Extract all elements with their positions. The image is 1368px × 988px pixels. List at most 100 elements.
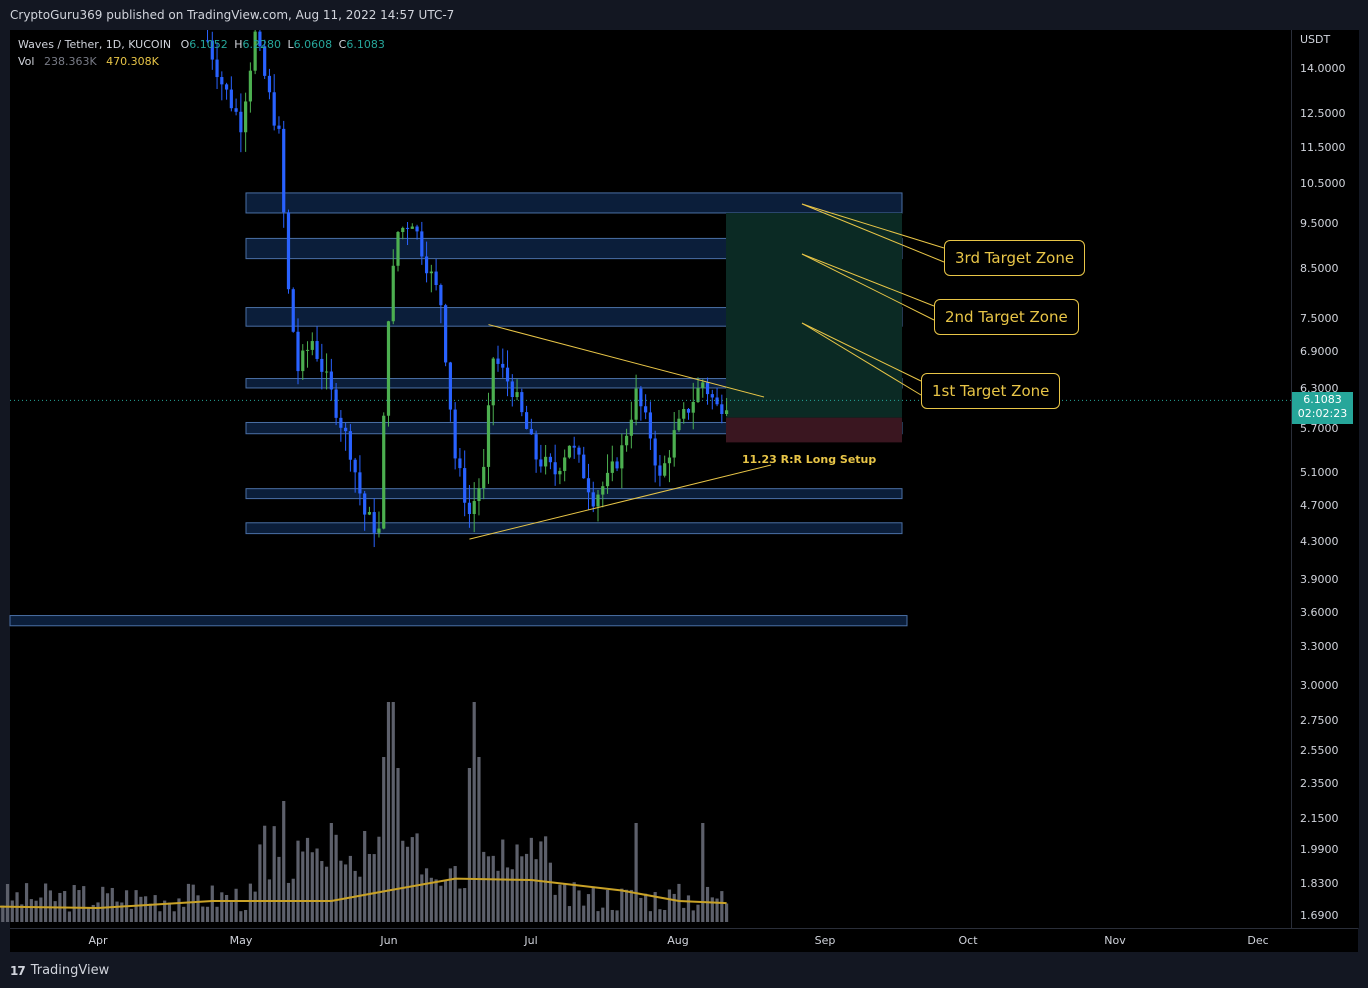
volume-bar xyxy=(272,826,276,922)
close-value: 6.1083 xyxy=(346,38,385,51)
candle-body xyxy=(453,409,457,459)
top-bar: CryptoGuru369 published on TradingView.c… xyxy=(0,0,1368,30)
volume-bar xyxy=(158,911,162,922)
volume-bar xyxy=(258,844,262,922)
volume-bar xyxy=(324,866,329,922)
zone-6 xyxy=(245,488,903,500)
candle-body xyxy=(463,468,467,503)
rr-setup-label[interactable]: 11.23 R:R Long Setup xyxy=(742,453,877,466)
candle-body xyxy=(553,462,557,475)
volume-bar xyxy=(377,836,381,922)
candle-body xyxy=(248,70,252,102)
volume-bar xyxy=(110,887,114,922)
candle-body xyxy=(720,404,724,415)
candle-body xyxy=(629,419,633,436)
volume-bar xyxy=(434,879,438,922)
candle-body xyxy=(305,349,310,351)
volume-bar xyxy=(301,851,305,922)
volume-bar xyxy=(339,860,343,922)
candle-body xyxy=(677,418,681,431)
volume-bar xyxy=(201,906,205,922)
volume-bar xyxy=(424,868,429,922)
volume-bar xyxy=(177,898,181,922)
volume-bar xyxy=(163,900,167,922)
volume-bar xyxy=(29,899,33,922)
zone2-connector-b xyxy=(801,253,935,321)
volume-bar xyxy=(48,890,52,922)
candle-body xyxy=(515,392,519,398)
currency-label[interactable]: USDT xyxy=(1300,33,1331,46)
volume-bar xyxy=(210,885,214,922)
candle-body xyxy=(382,415,386,529)
volume-bar xyxy=(644,893,648,922)
volume-bar xyxy=(667,889,672,922)
candle-body xyxy=(558,470,562,475)
price-tick-label: 3.3000 xyxy=(1300,640,1339,653)
volume-bar xyxy=(305,837,310,922)
zone-1 xyxy=(245,192,903,214)
volume-bar xyxy=(510,869,514,922)
time-axis[interactable] xyxy=(10,928,1358,953)
candle-body xyxy=(624,435,629,446)
candle-body xyxy=(267,75,272,93)
volume-bar xyxy=(682,907,686,922)
candle-body xyxy=(363,493,367,515)
volume-bar xyxy=(277,856,281,922)
candle-body xyxy=(705,382,710,395)
second-target-zone-label[interactable]: 2nd Target Zone xyxy=(934,299,1079,335)
volume-bar xyxy=(724,903,729,922)
month-tick-label: Nov xyxy=(1104,934,1126,947)
volume-bar xyxy=(663,909,667,922)
volume-bar xyxy=(244,909,248,922)
chart-panel[interactable] xyxy=(10,30,1291,928)
volume-ma-value: 470.308K xyxy=(106,55,159,68)
current-price-value: 6.1083 xyxy=(1303,393,1342,406)
candle-body xyxy=(258,31,262,47)
volume-bar xyxy=(620,888,624,922)
volume-bar xyxy=(601,907,605,922)
volume-bar xyxy=(410,837,414,922)
volume-bar xyxy=(524,853,529,922)
volume-bar xyxy=(401,840,405,922)
month-tick-label: Jul xyxy=(523,934,537,947)
volume-bar xyxy=(10,900,14,922)
volume-bar xyxy=(691,910,695,922)
price-tick-label: 9.5000 xyxy=(1300,217,1339,230)
volume-bar xyxy=(615,910,619,922)
volume-bar xyxy=(44,883,48,922)
candle-body xyxy=(253,31,257,71)
candle-body xyxy=(501,363,505,368)
candle-body xyxy=(715,397,719,405)
candle-body xyxy=(605,472,610,487)
volume-bar xyxy=(582,905,586,922)
candle-body xyxy=(263,46,267,76)
first-target-zone-label[interactable]: 1st Target Zone xyxy=(921,373,1061,409)
candle-body xyxy=(691,401,695,413)
candle-body xyxy=(239,111,243,133)
zone1-connector xyxy=(801,322,922,382)
third-target-zone-label[interactable]: 3rd Target Zone xyxy=(944,240,1086,276)
volume-bar xyxy=(363,830,367,922)
month-tick-label: Jun xyxy=(379,934,397,947)
candle-body xyxy=(701,382,705,388)
bottom-bar xyxy=(0,952,1368,988)
volume-bar xyxy=(591,886,595,922)
price-axis[interactable] xyxy=(1291,30,1359,928)
candle-body xyxy=(215,59,219,78)
volume-bar xyxy=(53,901,57,922)
axis-layer: 14.0000 12.5000 11.5000 10.5000 9.5000 8.5000… xyxy=(88,62,1345,947)
candle-body xyxy=(444,305,448,363)
candle-body xyxy=(458,458,462,469)
candle-body xyxy=(220,77,224,85)
candle-body xyxy=(467,502,472,514)
tradingview-logo-icon: 17 xyxy=(10,963,26,978)
volume-label[interactable]: Vol xyxy=(18,55,35,68)
candle-body xyxy=(567,445,572,458)
tradingview-logo[interactable]: 17 TradingView xyxy=(10,963,109,978)
candle-body xyxy=(548,456,552,463)
symbol-label[interactable]: Waves / Tether, 1D, KUCOIN xyxy=(18,38,172,51)
candle-body xyxy=(524,412,529,429)
candle-body xyxy=(358,472,362,494)
candle-body xyxy=(472,501,476,514)
